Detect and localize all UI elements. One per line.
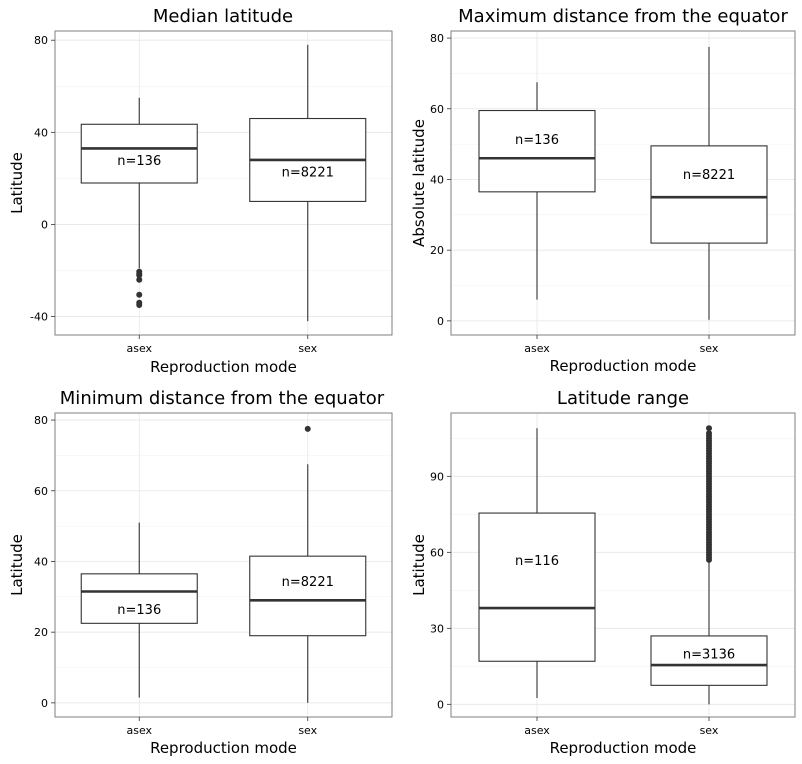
panel-3-y-tick-label: 80 (34, 414, 48, 427)
panel-3-x-tick-label-sex: sex (298, 724, 317, 737)
panel-4-title: Latitude range (557, 388, 689, 409)
panel-3-title: Minimum distance from the equator (60, 388, 385, 409)
panel-1-y-tick-label: -40 (30, 311, 48, 324)
panel-4-sex-outlier-point (706, 430, 712, 437)
panel-1-asex-box (80, 123, 198, 184)
panel-2-asex-n-label: n=136 (515, 133, 559, 148)
panel-4-asex-box (478, 512, 596, 662)
panel-4-sex-box (650, 635, 768, 686)
panel-1-asex-outlier-point (136, 272, 143, 279)
panel-2-y-tick-label: 20 (430, 244, 444, 257)
panel-1-asex-n-label: n=136 (117, 154, 161, 169)
panel-4-y-tick-label: 60 (430, 546, 444, 559)
panel-3-sex-box (249, 555, 367, 637)
panel-4-y-tick-label: 90 (430, 470, 444, 483)
panel-2-asex-box (478, 109, 596, 193)
panel-4-y-tick-label: 30 (430, 622, 444, 635)
panel-4-x-tick-label-asex: asex (524, 724, 550, 737)
panel-4-asex-n-label: n=116 (515, 554, 559, 569)
panel-2-y-tick-label: 40 (430, 173, 444, 186)
panel-3-sex-outlier-point (304, 425, 311, 432)
panel-1-sex-n-label: n=8221 (282, 165, 334, 180)
panel-2-x-tick-label-asex: asex (524, 342, 550, 355)
panel-1-x-tick-label-sex: sex (298, 342, 317, 355)
panel-3-y-tick-label: 60 (34, 485, 48, 498)
panel-4-x-axis-label: Reproduction mode (550, 739, 697, 757)
panel-2-x-axis-label: Reproduction mode (550, 357, 697, 375)
panel-4-y-tick-label: 0 (437, 698, 444, 711)
panel-3-x-axis-label: Reproduction mode (150, 739, 297, 757)
panel-1-title: Median latitude (153, 6, 293, 27)
panel-1-x-tick-label-asex: asex (126, 342, 152, 355)
panel-4-sex-outlier-point (706, 425, 712, 432)
panel-1-y-tick-label: 40 (34, 126, 48, 139)
panel-3-y-tick-label: 20 (34, 626, 48, 639)
panel-3-asex-n-label: n=136 (117, 603, 161, 618)
panel-1-y-axis-label: Latitude (8, 152, 26, 214)
panel-3-x-tick-label-asex: asex (126, 724, 152, 737)
panel-3-panel-border (54, 412, 393, 718)
panel-3-sex-n-label: n=8221 (282, 575, 334, 590)
panel-4-sex-n-label: n=3136 (683, 648, 735, 663)
panel-3-y-axis-label: Latitude (8, 534, 26, 596)
panel-4-y-axis-label: Latitude (410, 534, 428, 596)
panel-2-y-tick-label: 0 (437, 315, 444, 328)
panel-3-y-tick-label: 40 (34, 555, 48, 568)
panel-2-y-tick-label: 60 (430, 103, 444, 116)
panel-1-panel-border (54, 30, 393, 336)
panel-3-asex-box (80, 573, 198, 624)
panel-1-asex-outlier-point (136, 302, 143, 309)
panel-1-x-axis-label: Reproduction mode (150, 358, 297, 376)
panel-1-asex-outlier-point (136, 291, 143, 298)
panel-2-panel-border (450, 30, 796, 336)
panel-1-y-tick-label: 0 (41, 218, 48, 231)
panel-1-asex-outlier-point (136, 276, 143, 283)
panel-4-x-tick-label-sex: sex (700, 724, 719, 737)
panel-1-y-tick-label: 80 (34, 34, 48, 47)
panel-3-y-tick-label: 0 (41, 697, 48, 710)
panel-4-panel-border (450, 412, 796, 718)
panel-2-x-tick-label-sex: sex (700, 342, 719, 355)
panel-2-y-tick-label: 80 (430, 32, 444, 45)
panel-2-y-axis-label: Absolute latitude (410, 119, 428, 247)
panel-2-title: Maximum distance from the equator (458, 6, 788, 27)
panel-2-sex-n-label: n=8221 (683, 168, 735, 183)
panel-2-sex-box (650, 145, 768, 244)
